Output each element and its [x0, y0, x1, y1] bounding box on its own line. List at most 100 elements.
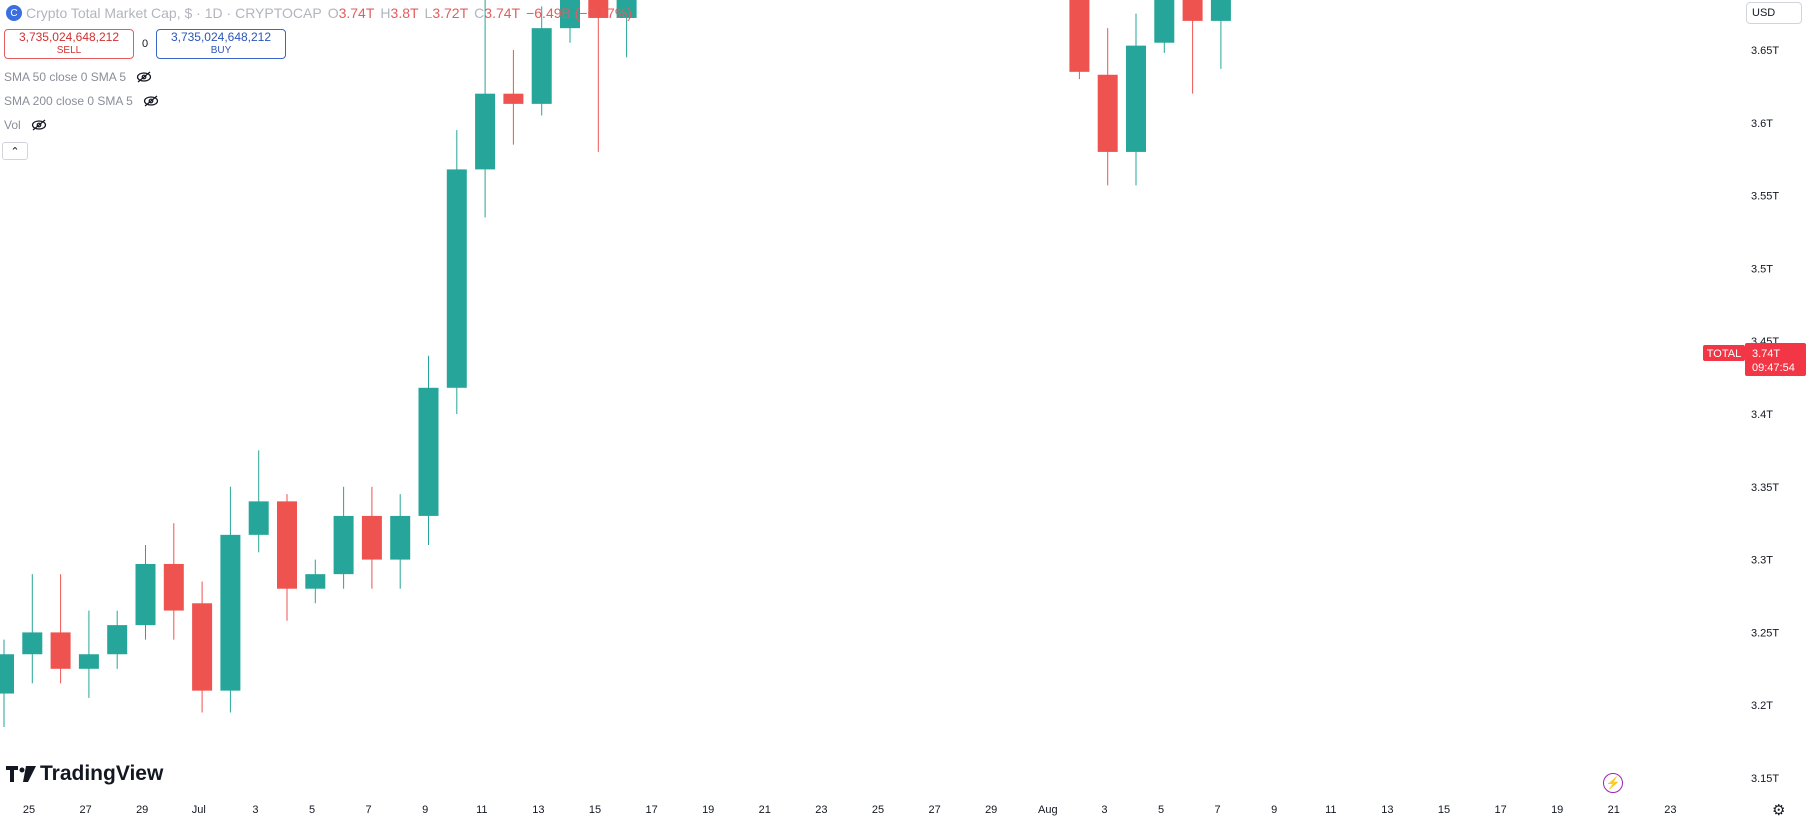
x-tick-label: 27 [79, 804, 91, 816]
candle-body [107, 625, 128, 655]
interval[interactable]: 1D [204, 5, 223, 21]
high-value: 3.8T [390, 5, 419, 21]
sell-button[interactable]: 3,735,024,648,212 SELL [4, 29, 134, 59]
y-tick-label: 3.35T [1751, 482, 1779, 494]
candle-body [1210, 0, 1231, 21]
buy-label: BUY [210, 45, 232, 56]
candle-body [163, 563, 184, 611]
candle-body [361, 515, 382, 560]
candle-body [1154, 0, 1175, 43]
price-tag: TOTAL 3.74T 09:47:54 [1703, 343, 1806, 376]
candle-body [50, 632, 71, 669]
time-axis[interactable]: 25 27 29 Jul 3 5 7 9 11 13 15 17 19 21 23 25 27 29 Aug 3 5 7 9… [23, 804, 1677, 816]
x-tick-label: 11 [476, 804, 487, 816]
x-tick-label: 7 [366, 804, 372, 816]
x-tick-label: 13 [1381, 804, 1393, 816]
candle-body [560, 0, 580, 29]
candle-body [475, 93, 496, 170]
chevron-up-icon[interactable]: ⌃ [2, 142, 28, 160]
brand-name: TradingView [40, 762, 164, 785]
indicator-sma200[interactable]: SMA 200 close 0 SMA 5 [4, 94, 159, 108]
eye-off-icon[interactable] [136, 71, 152, 83]
chart-header: C Crypto Total Market Cap, $ · 1D · CRYP… [6, 4, 632, 22]
close-label: C [474, 5, 485, 21]
x-tick-label: 23 [1664, 804, 1676, 816]
x-tick-label: 3 [1101, 804, 1107, 816]
candle-body [333, 515, 354, 575]
eye-off-icon[interactable] [143, 95, 159, 107]
y-tick-label: 3.3T [1751, 555, 1773, 567]
x-tick-label: 13 [532, 804, 544, 816]
candle-body [78, 654, 99, 669]
sell-price: 3,735,024,648,212 [18, 30, 120, 44]
x-tick-label: 9 [422, 804, 428, 816]
x-tick-label: 25 [23, 804, 35, 816]
price-tag-bg [1745, 343, 1806, 376]
low-label: L [424, 5, 433, 21]
currency-selector[interactable]: USD [1746, 2, 1802, 24]
trade-panel: 3,735,024,648,212 SELL 0 3,735,024,648,2… [4, 29, 286, 59]
indicator-sma50[interactable]: SMA 50 close 0 SMA 5 [4, 70, 152, 84]
x-tick-label: Jul [192, 804, 206, 816]
candle-body [277, 501, 297, 589]
candle-body [0, 654, 14, 694]
open-value: 3.74T [338, 5, 375, 21]
candle-body [446, 169, 467, 388]
x-tick-label: 29 [985, 804, 997, 816]
x-tick-label: 17 [645, 804, 657, 816]
candles [0, 0, 1231, 728]
candle-body [616, 0, 637, 18]
candle-body [22, 632, 43, 655]
x-tick-label: 21 [759, 804, 771, 816]
x-tick-label: Aug [1038, 804, 1058, 816]
low-value: 3.72T [432, 5, 469, 21]
candle-body [1097, 74, 1118, 152]
y-tick-label: 3.25T [1751, 627, 1779, 639]
candle-body [1126, 45, 1146, 152]
y-tick-label: 3.2T [1751, 700, 1773, 712]
y-tick-label: 3.4T [1751, 409, 1773, 421]
eye-off-icon[interactable] [31, 119, 47, 131]
y-tick-label: 3.55T [1751, 191, 1779, 203]
y-tick-label: 3.65T [1751, 45, 1779, 57]
indicator-label: Vol [4, 118, 21, 132]
price-axis[interactable]: 3.15T3.2T3.25T3.3T3.35T3.4T3.45T3.5T3.55… [1751, 0, 1779, 785]
gear-icon[interactable]: ⚙ [1772, 802, 1786, 819]
candle-body [531, 28, 552, 104]
tradingview-logo[interactable]: TradingView [6, 762, 163, 786]
x-tick-label: 5 [1158, 804, 1164, 816]
price-tag-countdown: 09:47:54 [1752, 362, 1795, 374]
x-tick-label: 25 [872, 804, 884, 816]
y-tick-label: 3.6T [1751, 118, 1773, 130]
x-tick-label: 19 [1551, 804, 1563, 816]
x-tick-label: 3 [252, 804, 258, 816]
candle-body [135, 563, 156, 626]
x-tick-label: 5 [309, 804, 315, 816]
lightning-icon[interactable]: ⚡ [1603, 773, 1623, 793]
indicator-label: SMA 50 close 0 SMA 5 [4, 70, 127, 84]
indicator-label: SMA 200 close 0 SMA 5 [4, 94, 133, 108]
buy-button[interactable]: 3,735,024,648,212 BUY [156, 29, 286, 59]
x-tick-label: 15 [1438, 804, 1450, 816]
symbol-title[interactable]: Crypto Total Market Cap, $ [26, 5, 193, 21]
x-tick-label: 17 [1494, 804, 1506, 816]
crypto-logo-icon: C [6, 5, 22, 21]
header-separator: · [222, 5, 236, 21]
x-tick-label: 23 [815, 804, 827, 816]
candle-body [1182, 0, 1203, 21]
candle-body [192, 603, 213, 691]
x-tick-label: 11 [1325, 804, 1336, 816]
change-value: −6.49B (−0.17%) [526, 5, 632, 21]
symbol-tag-bg [1703, 345, 1745, 361]
candle-body [390, 515, 411, 560]
price-tag-value: 3.74T [1752, 348, 1780, 360]
indicator-vol[interactable]: Vol [4, 118, 47, 132]
candle-body [503, 93, 524, 104]
candle-body [220, 534, 241, 691]
candle-body [588, 0, 609, 18]
high-label: H [380, 5, 391, 21]
candle-body [418, 387, 439, 516]
x-tick-label: 21 [1608, 804, 1620, 816]
x-tick-label: 7 [1215, 804, 1221, 816]
